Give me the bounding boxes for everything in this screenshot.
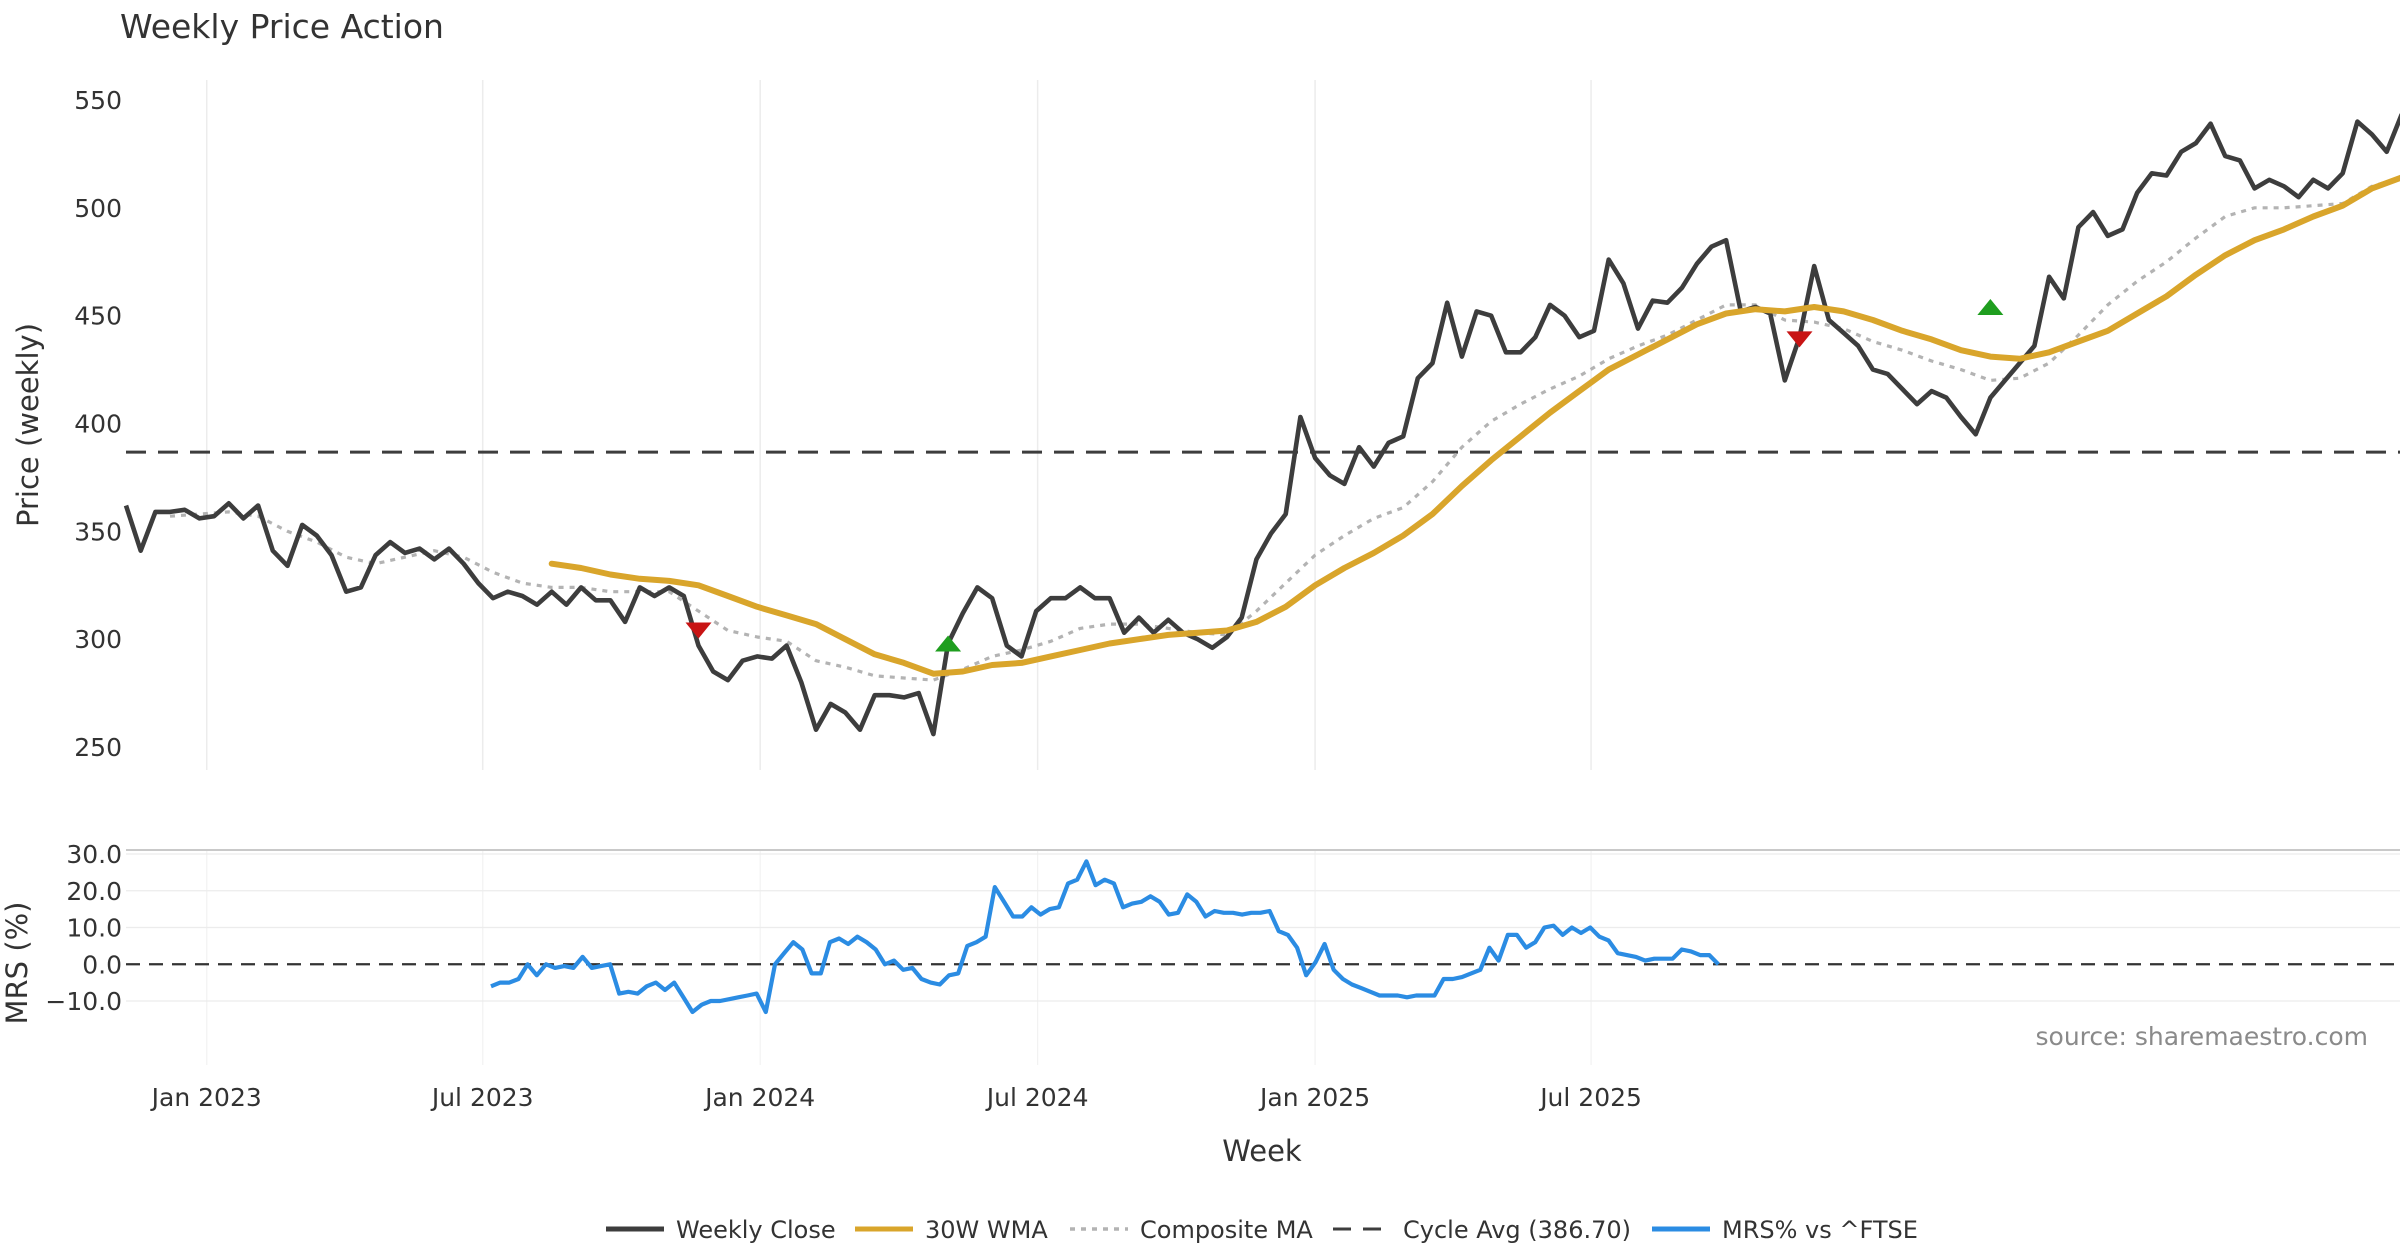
30w-wma-line <box>548 174 2400 677</box>
price-y-tick-label: 550 <box>74 86 122 115</box>
x-tick-label: Jul 2024 <box>985 1083 1089 1112</box>
chart-title: Weekly Price Action <box>120 7 444 46</box>
mrs-line <box>490 859 1720 1015</box>
weekly-close-line <box>123 113 2400 737</box>
composite-ma-line <box>169 176 2400 682</box>
legend-label: Composite MA <box>1140 1216 1313 1244</box>
price-y-tick-label: 300 <box>74 625 122 654</box>
price-y-tick-label: 500 <box>74 194 122 223</box>
legend: Weekly Close 30W WMA Composite MA Cycle Avg… <box>606 1216 1918 1244</box>
buy-signal-marker <box>935 635 962 652</box>
mrs-grid <box>126 849 2400 1065</box>
buy-signal-marker <box>1977 299 2004 316</box>
x-axis-label: Week <box>1222 1134 1302 1168</box>
legend-label: Weekly Close <box>676 1216 836 1244</box>
source-note: source: sharemaestro.com <box>2036 1022 2369 1051</box>
x-tick-label: Jan 2023 <box>150 1083 262 1112</box>
price-y-tick-label: 250 <box>74 733 122 762</box>
mrs-y-tick-label: 10.0 <box>66 914 122 943</box>
mrs-y-tick-label: 20.0 <box>66 877 122 906</box>
price-y-tick-label: 400 <box>74 410 122 439</box>
x-tick-label: Jul 2023 <box>430 1083 534 1112</box>
x-tick-label: Jul 2025 <box>1538 1083 1642 1112</box>
mrs-y-tick-label: −10.0 <box>45 987 122 1016</box>
price-grid <box>205 80 1592 770</box>
x-tick-label: Jan 2024 <box>703 1083 815 1112</box>
sell-signal-marker <box>685 622 712 639</box>
price-panel <box>123 113 2400 737</box>
mrs-y-tick-label: 0.0 <box>82 950 122 979</box>
mrs-y-axis-label: MRS (%) <box>0 902 34 1025</box>
legend-label: 30W WMA <box>925 1216 1048 1244</box>
mrs-panel <box>490 859 1720 1015</box>
axes: Jan 2023 Jul 2023 Jan 2024 Jul 2024 Jan 2025… <box>45 86 1642 1112</box>
price-y-tick-label: 350 <box>74 517 122 546</box>
mrs-y-tick-label: 30.0 <box>66 840 122 869</box>
legend-label: MRS% vs ^FTSE <box>1722 1216 1918 1244</box>
legend-label: Cycle Avg (386.70) <box>1403 1216 1631 1244</box>
sell-signal-marker <box>1786 331 1813 348</box>
price-y-axis-label: Price (weekly) <box>11 323 45 527</box>
price-y-tick-label: 450 <box>74 302 122 331</box>
x-tick-label: Jan 2025 <box>1258 1083 1370 1112</box>
